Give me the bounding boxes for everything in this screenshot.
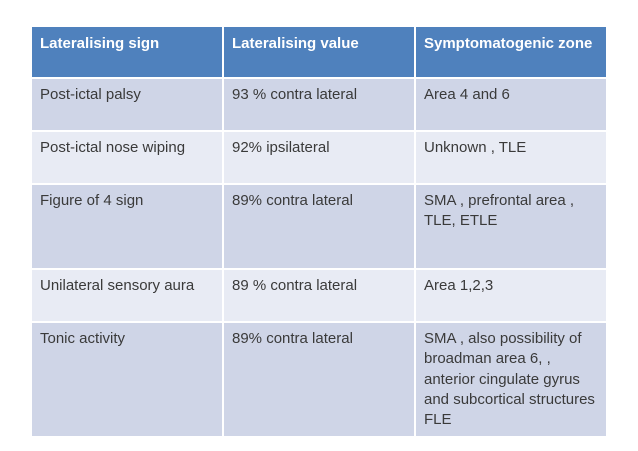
cell-zone: SMA , prefrontal area , TLE, ETLE <box>414 183 608 270</box>
column-header-symptomatogenic-zone: Symptomatogenic zone <box>414 25 608 79</box>
cell-zone: Unknown , TLE <box>414 130 608 185</box>
table-header-row: Lateralising sign Lateralising value Sym… <box>30 25 608 79</box>
cell-zone: Area 1,2,3 <box>414 268 608 323</box>
table-row-post-ictal-palsy: Post-ictal palsy 93 % contra lateral Are… <box>30 77 608 132</box>
cell-value: 93 % contra lateral <box>222 77 416 132</box>
cell-sign: Post-ictal palsy <box>30 77 224 132</box>
table-row-figure-of-4-sign: Figure of 4 sign 89% contra lateral SMA … <box>30 183 608 270</box>
column-header-lateralising-sign: Lateralising sign <box>30 25 224 79</box>
cell-sign: Unilateral sensory aura <box>30 268 224 323</box>
cell-value: 89% contra lateral <box>222 183 416 270</box>
table-row-post-ictal-nose-wiping: Post-ictal nose wiping 92% ipsilateral U… <box>30 130 608 185</box>
cell-value: 89 % contra lateral <box>222 268 416 323</box>
cell-sign: Post-ictal nose wiping <box>30 130 224 185</box>
lateralising-signs-table: Lateralising sign Lateralising value Sym… <box>30 25 608 439</box>
table-row-tonic-activity: Tonic activity 89% contra lateral SMA , … <box>30 320 608 439</box>
cell-zone: SMA , also possibility of broadman area … <box>414 320 608 439</box>
column-header-lateralising-value: Lateralising value <box>222 25 416 79</box>
cell-sign: Figure of 4 sign <box>30 183 224 270</box>
cell-sign: Tonic activity <box>30 320 224 439</box>
cell-zone: Area 4 and 6 <box>414 77 608 132</box>
cell-value: 92% ipsilateral <box>222 130 416 185</box>
cell-value: 89% contra lateral <box>222 320 416 439</box>
table-row-unilateral-sensory-aura: Unilateral sensory aura 89 % contra late… <box>30 268 608 323</box>
